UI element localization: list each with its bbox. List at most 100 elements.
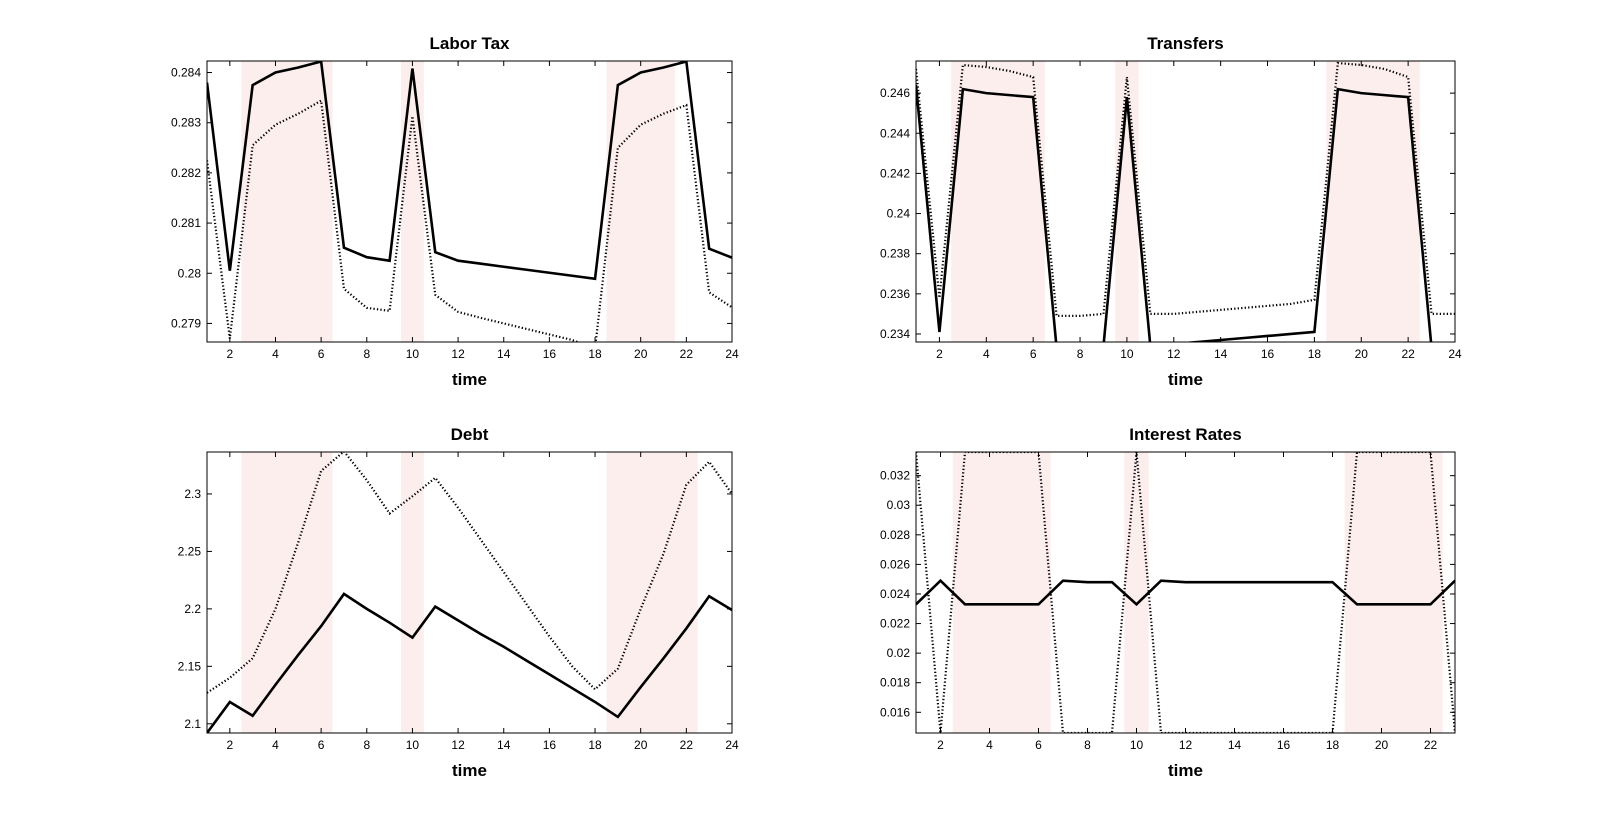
x-tick-label: 2: [226, 738, 233, 752]
y-tick-label: 0.246: [880, 86, 910, 100]
x-tick-label: 20: [1375, 738, 1389, 752]
x-tick-label: 6: [318, 738, 325, 752]
panel-title: Interest Rates: [1129, 425, 1241, 444]
y-tick-label: 0.28: [178, 266, 202, 280]
x-axis-label: time: [1168, 370, 1203, 389]
x-axis-label: time: [452, 370, 487, 389]
x-tick-label: 18: [588, 738, 602, 752]
y-tick-label: 0.238: [880, 247, 910, 261]
panel-debt: Debt time 2 4 6 8 10 12 14 16 18 20 22 242.12.152.2…: [178, 425, 739, 780]
axes-box: [206, 60, 733, 343]
shaded-region: [951, 61, 1045, 342]
x-tick-label: 24: [1448, 347, 1462, 361]
plot-area: [916, 61, 1455, 342]
shaded-region: [952, 452, 1051, 733]
y-tick-label: 0.026: [880, 557, 910, 571]
series-line-dotted: [207, 452, 732, 694]
y-tick-label: 0.032: [880, 469, 910, 483]
x-tick-label: 12: [1167, 347, 1181, 361]
panel-labor-tax: Labor Tax time 2 4 6 8 10 12 14 16 18 20 22 240.279…: [171, 34, 739, 389]
x-tick-label: 10: [1130, 738, 1144, 752]
shaded-region: [241, 61, 333, 342]
series-line-solid: [916, 578, 1455, 607]
plot-area: [207, 61, 732, 342]
series-line-solid: [207, 592, 732, 733]
y-tick-label: 0.024: [880, 587, 910, 601]
shaded-region: [241, 452, 333, 733]
x-tick-label: 22: [1424, 738, 1438, 752]
shaded-region: [1115, 61, 1139, 342]
y-tick-label: 0.242: [880, 166, 910, 180]
panel-transfers: Transfers time 2 4 6 8 10 12 14 16 18 20 22 240.234…: [880, 34, 1462, 389]
panel-title: Debt: [451, 425, 489, 444]
shaded-region: [1124, 452, 1149, 733]
y-tick-label: 0.03: [887, 498, 911, 512]
series-line-solid: [916, 84, 1433, 342]
y-tick-label: 0.02: [887, 646, 911, 660]
y-tick-label: 0.028: [880, 528, 910, 542]
series-line-dotted: [207, 98, 732, 342]
x-tick-label: 8: [1084, 738, 1091, 752]
x-tick-label: 4: [983, 347, 990, 361]
plot-area: [916, 452, 1455, 733]
shaded-region: [1326, 61, 1420, 342]
x-tick-label: 12: [451, 347, 465, 361]
shaded-region: [401, 452, 424, 733]
plot-area: [207, 452, 732, 733]
x-axis-label: time: [452, 761, 487, 780]
x-tick-label: 16: [1277, 738, 1291, 752]
y-tick-label: 2.2: [184, 602, 201, 616]
series-line-dotted: [916, 61, 1455, 318]
x-tick-label: 2: [936, 347, 943, 361]
y-tick-label: 0.018: [880, 676, 910, 690]
y-tick-label: 2.1: [184, 717, 201, 731]
axes-box: [206, 451, 733, 734]
x-tick-label: 12: [451, 738, 465, 752]
x-tick-label: 18: [1308, 347, 1322, 361]
y-tick-label: 0.283: [171, 116, 201, 130]
x-tick-label: 20: [1355, 347, 1369, 361]
y-tick-label: 0.282: [171, 166, 201, 180]
y-tick-label: 2.3: [184, 487, 201, 501]
x-tick-label: 2: [226, 347, 233, 361]
y-tick-label: 0.24: [887, 207, 911, 221]
x-tick-label: 18: [1326, 738, 1340, 752]
x-tick-label: 14: [497, 738, 511, 752]
x-tick-label: 4: [272, 738, 279, 752]
y-tick-label: 0.279: [171, 316, 201, 330]
x-tick-label: 14: [497, 347, 511, 361]
x-tick-label: 4: [986, 738, 993, 752]
x-tick-label: 16: [543, 738, 557, 752]
x-tick-label: 24: [725, 738, 739, 752]
x-tick-label: 20: [634, 347, 648, 361]
panel-title: Labor Tax: [430, 34, 511, 53]
x-axis-label: time: [1168, 761, 1203, 780]
x-tick-label: 22: [1401, 347, 1415, 361]
y-tick-label: 0.284: [171, 66, 201, 80]
panel-interest-rates: Interest Rates time 2 4 6 8 10 12 14 16 18 20 22 0.…: [880, 425, 1456, 780]
axes-box: [915, 60, 1456, 343]
x-tick-label: 22: [680, 738, 694, 752]
y-tick-label: 2.25: [178, 544, 202, 558]
series-line-solid: [207, 61, 732, 281]
shaded-region: [606, 61, 675, 342]
x-tick-label: 6: [1035, 738, 1042, 752]
x-tick-label: 20: [634, 738, 648, 752]
x-tick-label: 12: [1179, 738, 1193, 752]
x-tick-label: 24: [725, 347, 739, 361]
shaded-region: [401, 61, 424, 342]
x-tick-label: 6: [1030, 347, 1037, 361]
x-tick-label: 8: [363, 347, 370, 361]
x-tick-label: 18: [588, 347, 602, 361]
y-tick-label: 0.244: [880, 126, 910, 140]
x-tick-label: 8: [363, 738, 370, 752]
x-tick-label: 16: [543, 347, 557, 361]
x-tick-label: 10: [406, 347, 420, 361]
x-tick-label: 10: [406, 738, 420, 752]
y-tick-label: 2.15: [178, 659, 202, 673]
shaded-region: [606, 452, 698, 733]
x-tick-label: 14: [1228, 738, 1242, 752]
y-tick-label: 0.234: [880, 327, 910, 341]
shaded-region: [1344, 452, 1443, 733]
